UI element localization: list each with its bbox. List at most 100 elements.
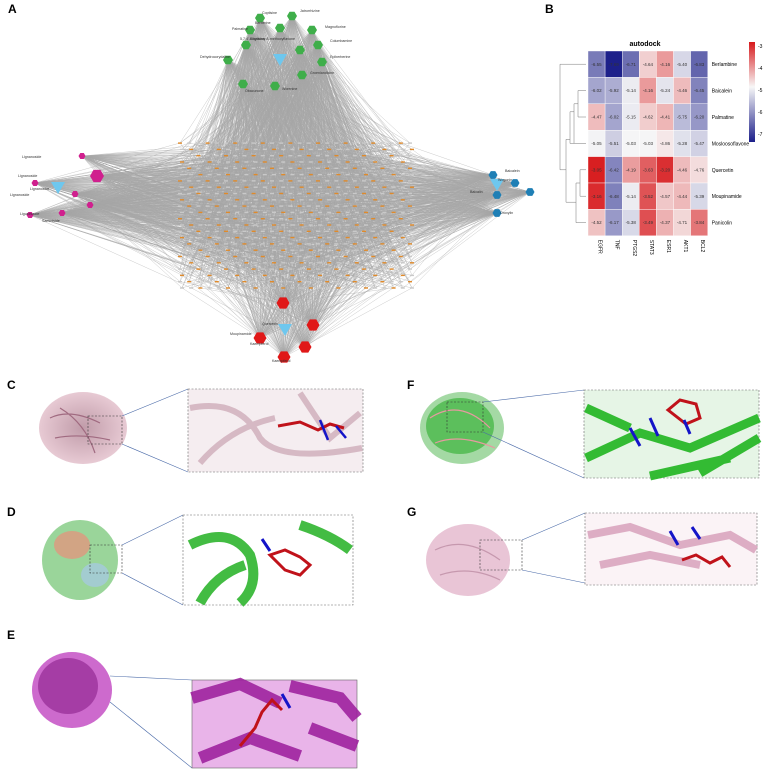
compound-label: Dehydrocorydaline bbox=[200, 55, 230, 59]
network-edge bbox=[96, 149, 275, 177]
network-edge bbox=[259, 231, 273, 339]
heatmap-value-label: -4.16 bbox=[643, 88, 654, 93]
target-node bbox=[354, 148, 359, 151]
heatmap-value-label: -4.47 bbox=[591, 115, 602, 120]
target-node bbox=[398, 142, 403, 144]
network-edge bbox=[259, 205, 392, 339]
network-edge bbox=[29, 214, 339, 251]
target-node bbox=[400, 148, 405, 151]
target-node bbox=[362, 180, 366, 182]
compound-label: Kaempferol bbox=[272, 359, 291, 363]
network-edge bbox=[225, 49, 301, 156]
target-node bbox=[325, 243, 330, 245]
heatmap-value-label: -7.69 bbox=[609, 62, 620, 67]
target-node bbox=[354, 224, 359, 226]
network-edge bbox=[218, 149, 498, 196]
target-node bbox=[308, 211, 313, 214]
network-edge bbox=[246, 275, 285, 358]
target-node bbox=[251, 268, 256, 270]
network-edge bbox=[89, 142, 199, 206]
target-node bbox=[290, 262, 295, 264]
target-node bbox=[205, 192, 210, 195]
network-edge bbox=[34, 142, 181, 184]
compound-label: Worenine bbox=[282, 87, 297, 91]
target-node bbox=[207, 262, 212, 264]
target-node bbox=[178, 167, 182, 169]
target-node bbox=[196, 155, 201, 157]
network-edge bbox=[89, 204, 254, 270]
network-edge bbox=[253, 256, 285, 358]
compound-node bbox=[307, 25, 317, 35]
compound-label: Sammiside bbox=[42, 219, 60, 223]
network-edge bbox=[299, 49, 392, 169]
target-node bbox=[382, 236, 387, 239]
target-node bbox=[224, 192, 228, 195]
network-edge bbox=[89, 155, 300, 206]
target-node bbox=[362, 142, 366, 144]
target-node bbox=[279, 218, 284, 220]
network-edge bbox=[255, 191, 531, 238]
network-edge bbox=[89, 204, 385, 226]
network-edge bbox=[321, 61, 392, 181]
network-edge bbox=[259, 287, 376, 339]
network-edge bbox=[373, 194, 498, 244]
target-node bbox=[290, 148, 295, 151]
target-node bbox=[316, 218, 320, 220]
compound-label: Baicalin bbox=[470, 190, 483, 194]
ligand bbox=[267, 548, 313, 577]
target-node bbox=[327, 274, 332, 277]
panel-label-c: C bbox=[7, 378, 16, 392]
target-node bbox=[235, 274, 240, 277]
network-edge bbox=[304, 243, 383, 348]
target-node bbox=[288, 218, 293, 220]
network-edge bbox=[245, 44, 367, 213]
target-node bbox=[272, 262, 276, 264]
network-edge bbox=[61, 212, 392, 282]
network-edge bbox=[281, 155, 516, 184]
network-edge bbox=[29, 214, 238, 238]
heatmap-value-label: -6.48 bbox=[609, 194, 620, 199]
target-node bbox=[318, 161, 322, 163]
residues bbox=[280, 693, 292, 709]
network-edge bbox=[96, 142, 190, 177]
network-edge bbox=[299, 49, 411, 219]
network-edge bbox=[259, 142, 263, 339]
compound-label: Wogonin bbox=[498, 178, 512, 182]
network-edge bbox=[61, 212, 282, 244]
target-node bbox=[306, 243, 311, 245]
target-node bbox=[398, 218, 403, 220]
target-node bbox=[391, 249, 396, 251]
target-node bbox=[260, 167, 265, 169]
target-node bbox=[297, 255, 302, 258]
network-edge bbox=[61, 212, 367, 251]
network-edge bbox=[89, 204, 183, 289]
target-node bbox=[226, 274, 230, 277]
target-node bbox=[260, 255, 265, 258]
network-edge bbox=[181, 149, 531, 193]
colorbar-tick: -6 bbox=[758, 110, 763, 116]
network-edge bbox=[259, 205, 263, 339]
network-edge bbox=[209, 59, 229, 150]
target-node bbox=[391, 287, 396, 289]
compound-label: Magnoflorine bbox=[325, 25, 346, 29]
network-edge bbox=[347, 212, 498, 238]
panel-label-f: F bbox=[407, 378, 415, 392]
colorbar-tick: -5 bbox=[758, 88, 763, 94]
target-node bbox=[205, 205, 210, 207]
network-edge bbox=[61, 212, 254, 257]
herb-node bbox=[51, 182, 65, 194]
target-node bbox=[327, 148, 332, 151]
heatmap-value-label: -3.20 bbox=[660, 167, 671, 172]
heatmap-value-label: -6.45 bbox=[694, 88, 705, 93]
target-node bbox=[216, 274, 221, 277]
network-edge bbox=[189, 268, 261, 339]
target-node bbox=[224, 243, 228, 245]
target-node bbox=[354, 249, 359, 251]
network-edge bbox=[61, 168, 190, 214]
network-edge bbox=[89, 204, 348, 213]
target-node bbox=[224, 268, 228, 270]
target-node bbox=[364, 199, 368, 201]
target-node bbox=[198, 173, 203, 176]
network-edge bbox=[179, 59, 229, 270]
target-node bbox=[410, 199, 414, 201]
